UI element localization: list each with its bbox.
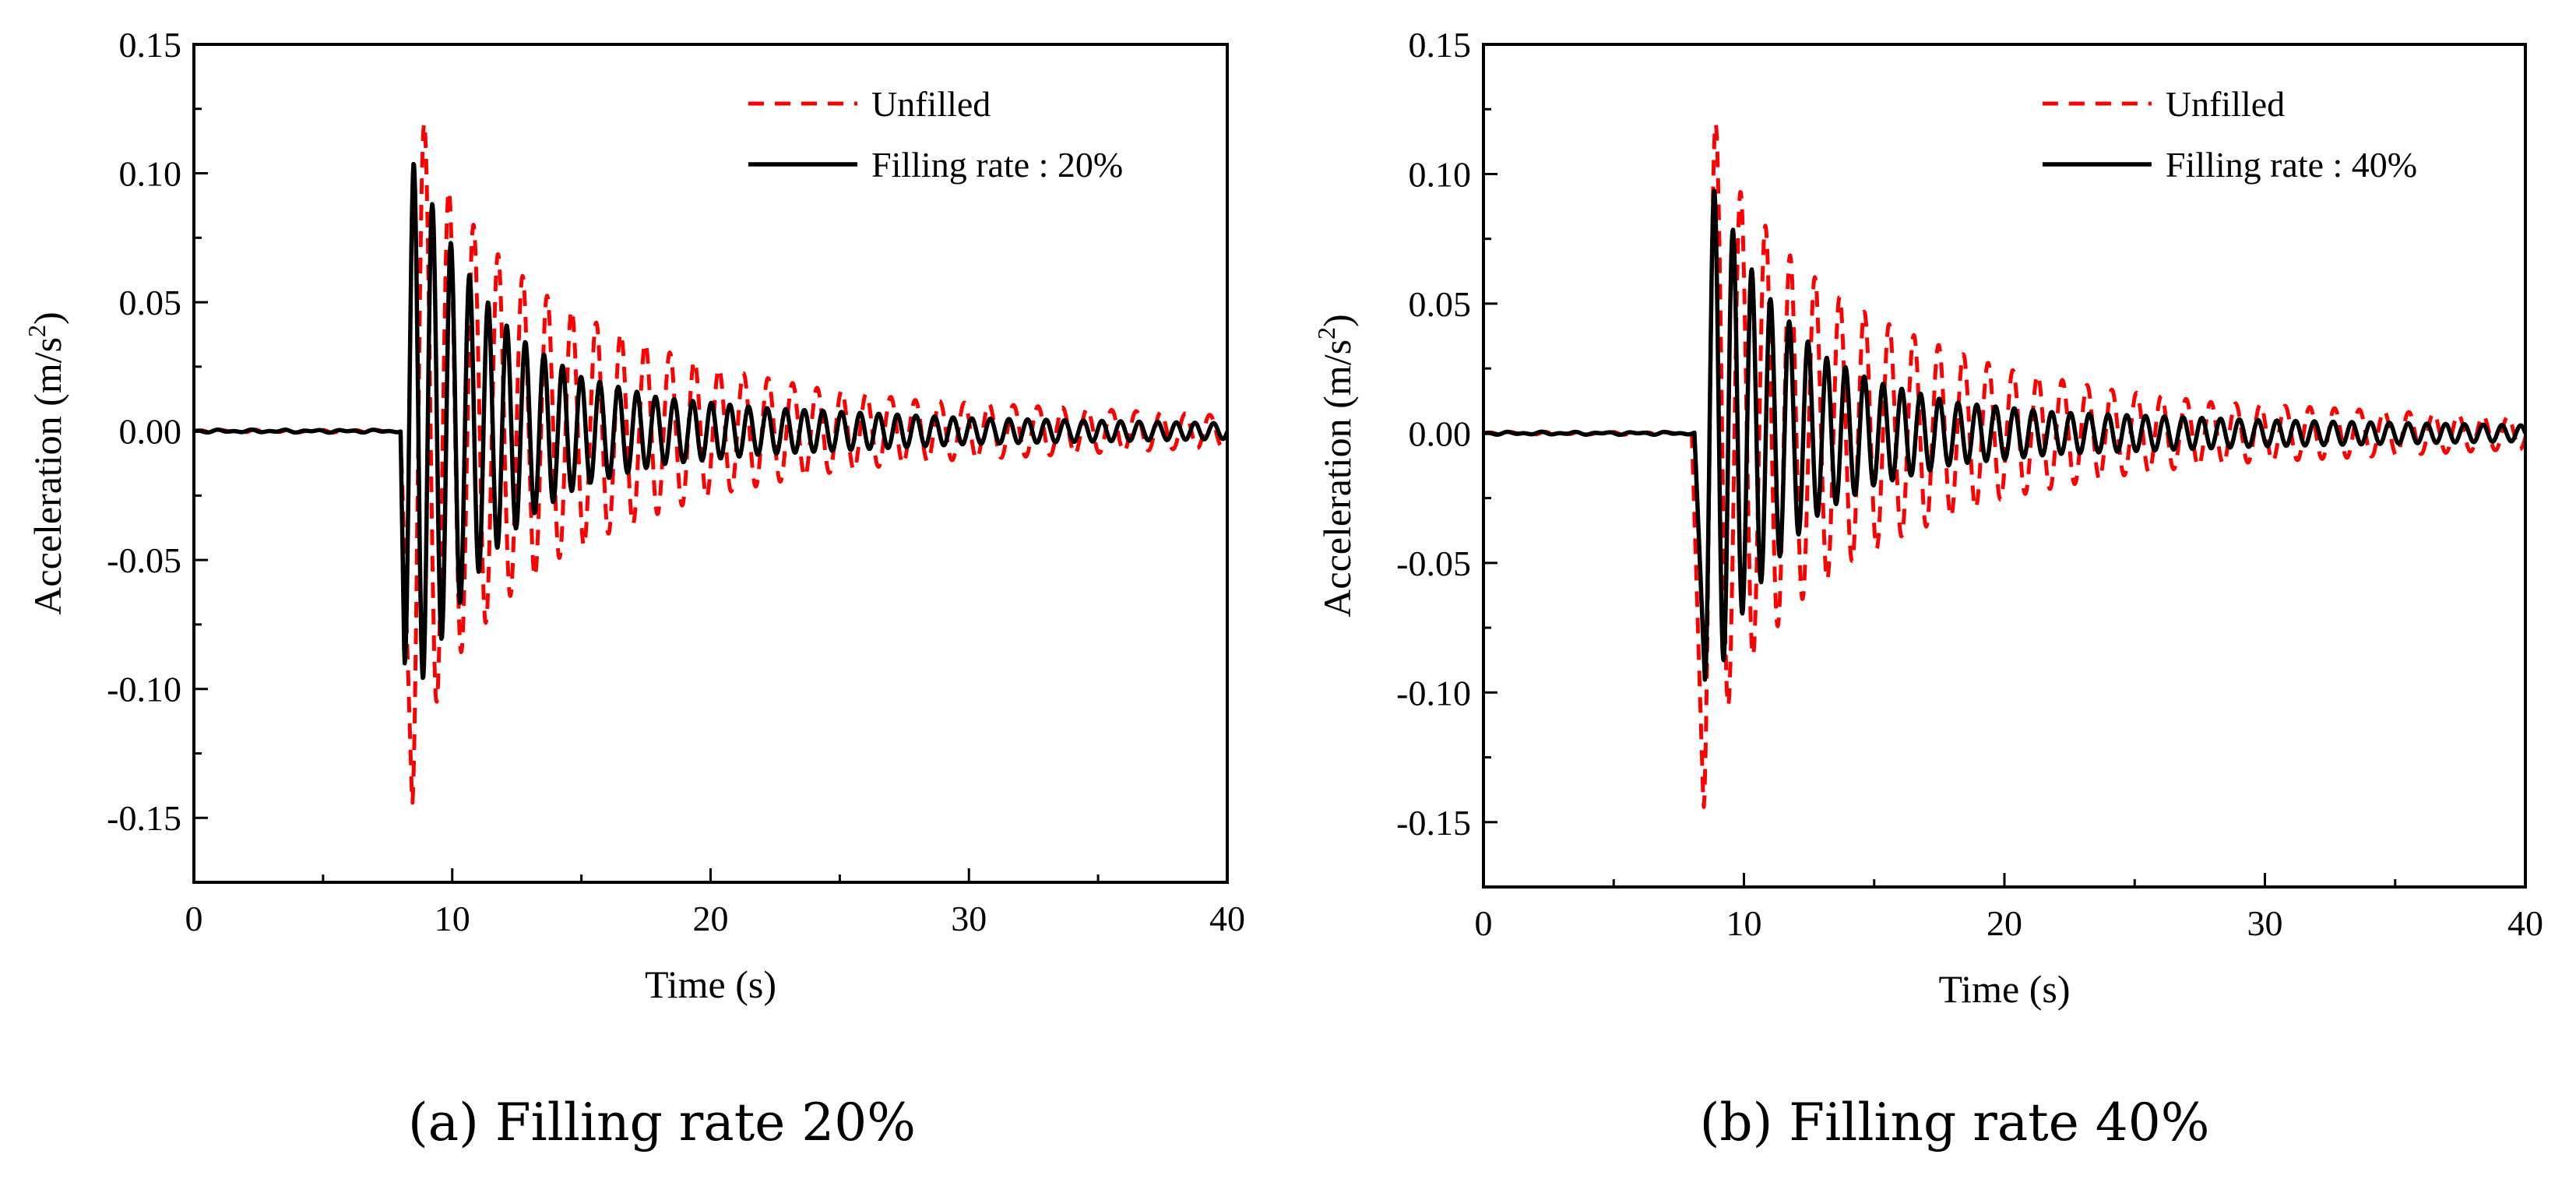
x-tick-label: 40 (2507, 903, 2543, 943)
x-axis-title: Time (s) (1938, 967, 2070, 1011)
series-line-unfilled (194, 121, 1227, 805)
legend-label-filled: Filling rate : 20% (871, 145, 1123, 185)
series-line-filled (194, 161, 1227, 681)
y-axis-title-sup: 2 (23, 325, 51, 337)
y-axis-title-end: ) (26, 311, 69, 325)
y-tick-label: 0.05 (1409, 284, 1472, 324)
x-tick-label: 20 (693, 899, 729, 938)
y-tick-label: -0.10 (1396, 673, 1471, 713)
y-axis-title: Acceleration (m/s2) (1312, 314, 1359, 617)
chart-panel-b: 0 10 20 30 40 0.15 0.10 0.05 0.00 -0.05 -0.10 -0.15… (1312, 25, 2543, 1153)
legend-label-unfilled: Unfilled (2166, 84, 2285, 124)
y-tick-label: 0.05 (119, 283, 182, 322)
y-tick-label: 0.15 (1409, 25, 1472, 65)
x-tick-label: 0 (1475, 903, 1493, 943)
legend-label-unfilled: Unfilled (871, 84, 991, 124)
x-tick-label: 30 (2247, 903, 2283, 943)
x-tick-label: 10 (1726, 903, 1762, 943)
legend-label-filled: Filling rate : 40% (2166, 145, 2417, 185)
panel-caption: (a) Filling rate 20% (408, 1093, 916, 1153)
series-line-unfilled (1483, 121, 2525, 809)
y-tick-label: -0.05 (107, 540, 181, 580)
y-axis-title-end: ) (1315, 314, 1359, 327)
y-tick-label: 0.00 (119, 412, 182, 452)
series-line-filled (1483, 188, 2525, 682)
y-tick-label: 0.10 (119, 154, 182, 194)
y-tick-label: -0.15 (107, 798, 181, 838)
x-tick-label: 40 (1209, 899, 1245, 938)
y-tick-label: 0.10 (1409, 154, 1472, 194)
y-tick-label: -0.10 (107, 670, 181, 709)
panel-caption: (b) Filling rate 40% (1700, 1093, 2210, 1153)
x-tick-label: 10 (435, 899, 470, 938)
x-tick-label: 0 (185, 899, 203, 938)
y-tick-label: -0.05 (1396, 544, 1471, 583)
chart-panel-a: 0 10 20 30 40 0.15 0.10 0.05 0.00 -0.05 -0.10 -0.15… (23, 25, 1245, 1153)
y-tick-label: 0.15 (119, 25, 182, 65)
y-tick-label: 0.00 (1409, 414, 1472, 453)
x-tick-label: 20 (1987, 903, 2022, 943)
y-tick-label: -0.15 (1396, 803, 1471, 843)
y-axis-title: Acceleration (m/s2) (23, 311, 69, 614)
y-axis-title-sup: 2 (1312, 327, 1340, 340)
x-axis-title: Time (s) (645, 963, 776, 1006)
y-axis-title-main: Acceleration (m/s (1315, 340, 1359, 618)
x-tick-label: 30 (951, 899, 987, 938)
y-axis-title-main: Acceleration (m/s (26, 337, 69, 615)
